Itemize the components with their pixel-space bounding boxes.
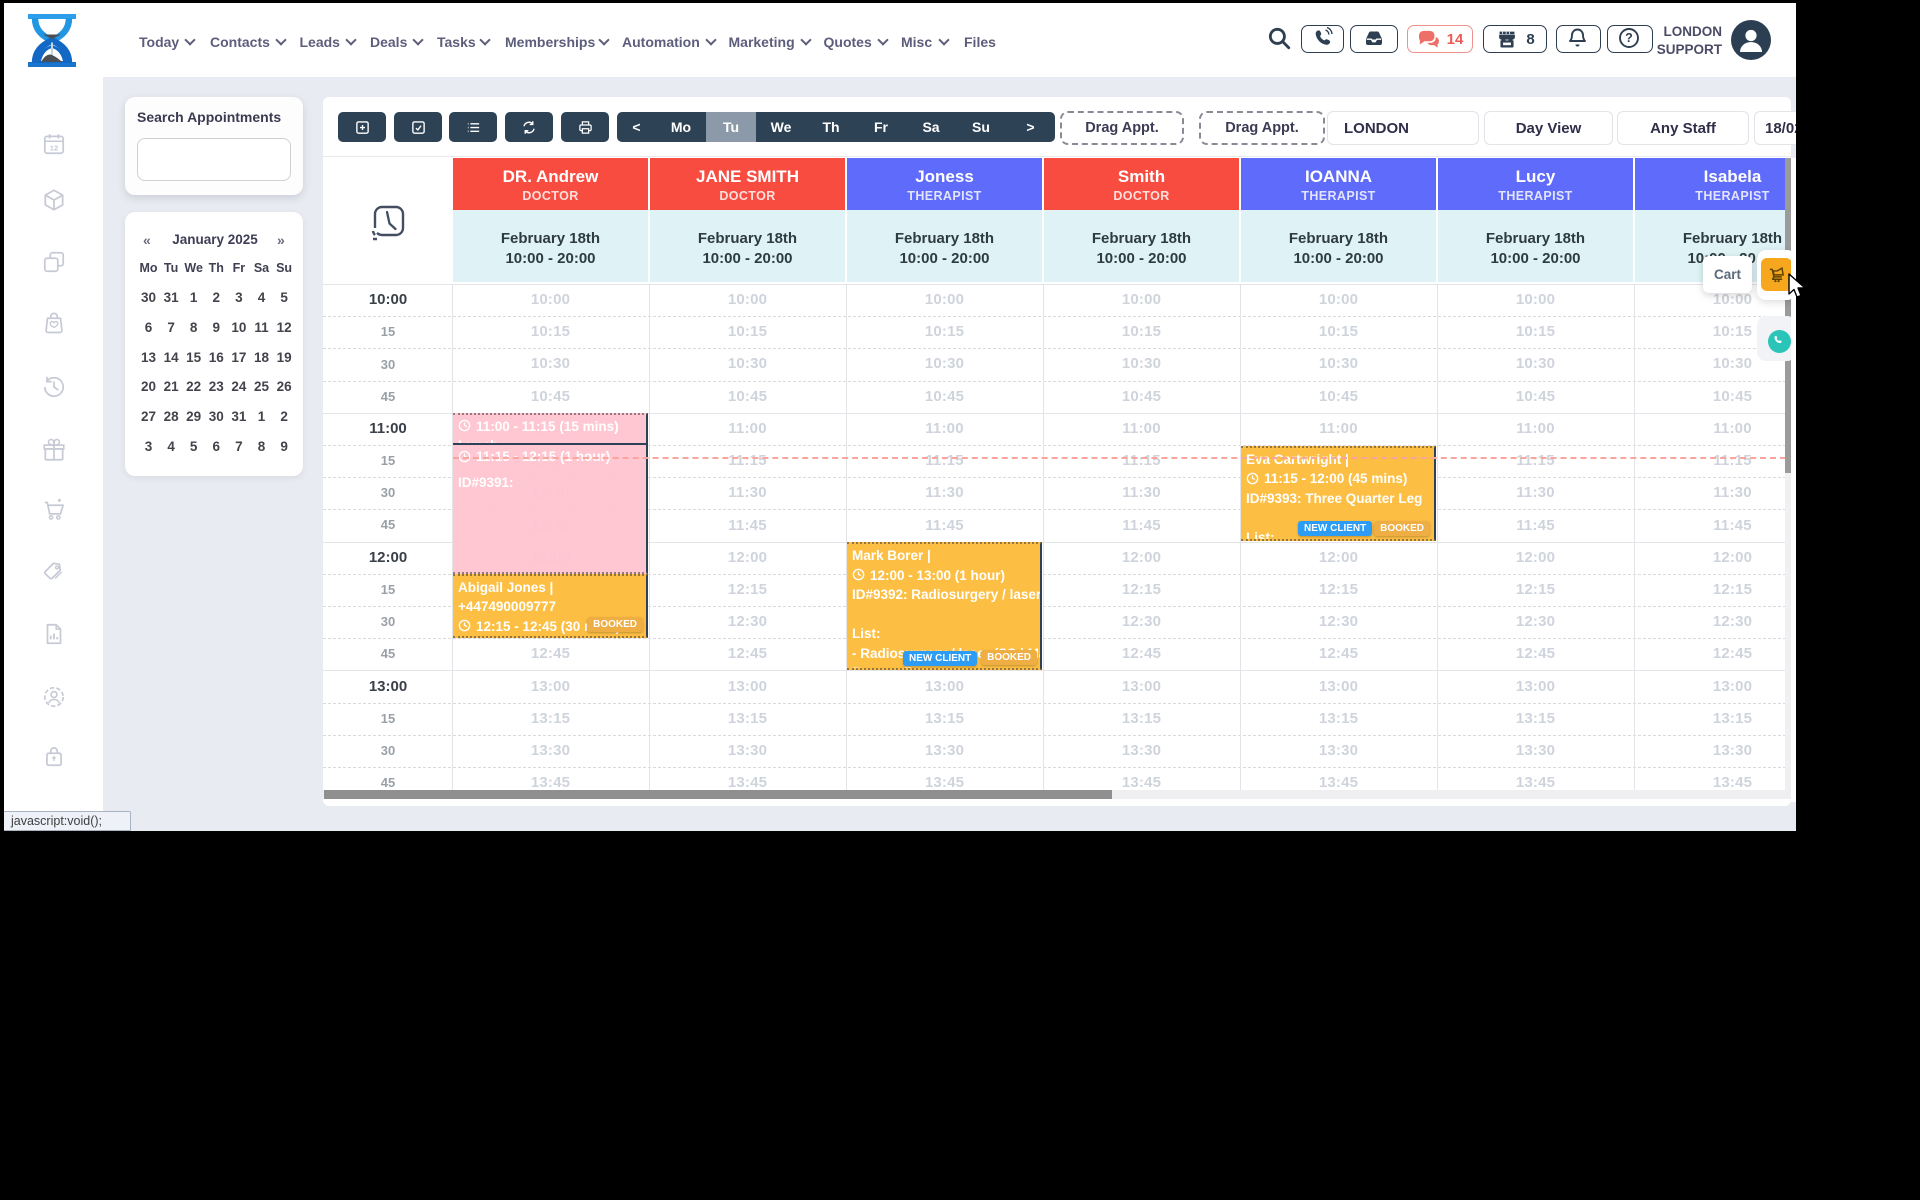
svg-text:?: ?	[1625, 31, 1633, 45]
svg-text:12: 12	[50, 144, 58, 153]
